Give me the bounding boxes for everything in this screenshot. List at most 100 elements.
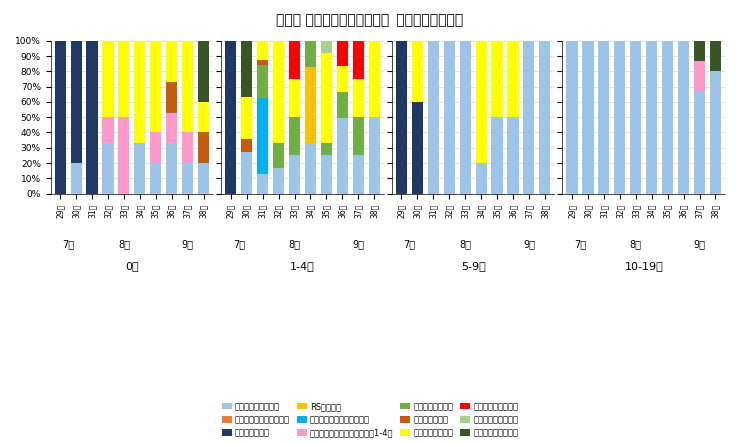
Bar xyxy=(198,102,209,133)
Bar xyxy=(337,66,348,92)
Bar xyxy=(460,41,471,194)
Bar xyxy=(337,41,348,66)
Legend: 新型コロナウイルス, インフルエンザウイルス, ライノウイルス, RSウイルス, ヒトメタニューモウイルス, パラインフルエンザウイルス1-4型, ヒトボカウイ: 新型コロナウイルス, インフルエンザウイルス, ライノウイルス, RSウイルス,… xyxy=(218,399,522,441)
Text: 10-19歳: 10-19歳 xyxy=(625,261,663,271)
Text: 8月: 8月 xyxy=(118,239,130,250)
Bar xyxy=(508,117,519,194)
Text: 0歳: 0歳 xyxy=(125,261,138,271)
Text: 8月: 8月 xyxy=(459,239,471,250)
Bar xyxy=(523,41,534,194)
Bar xyxy=(694,61,705,91)
Bar xyxy=(411,41,423,102)
Text: 7月: 7月 xyxy=(574,239,586,250)
Bar xyxy=(102,143,113,194)
Bar xyxy=(662,41,673,194)
Bar xyxy=(225,41,236,194)
Bar xyxy=(257,65,268,98)
Bar xyxy=(87,41,98,194)
Text: 7月: 7月 xyxy=(403,239,415,250)
Bar xyxy=(166,82,178,113)
Bar xyxy=(198,41,209,102)
Bar xyxy=(198,163,209,194)
Bar xyxy=(102,117,113,143)
Bar xyxy=(353,155,364,194)
Bar xyxy=(678,41,689,194)
Bar xyxy=(599,41,610,194)
Bar xyxy=(491,117,502,194)
Bar xyxy=(508,41,519,117)
Bar xyxy=(321,155,332,194)
Bar xyxy=(694,41,705,61)
Bar xyxy=(321,53,332,143)
Bar xyxy=(289,41,300,79)
Bar xyxy=(70,41,81,163)
Text: 1-4歳: 1-4歳 xyxy=(290,261,314,271)
Bar xyxy=(150,41,161,133)
Bar xyxy=(582,41,593,194)
Bar xyxy=(166,41,178,82)
Bar xyxy=(476,163,487,194)
Text: 7月: 7月 xyxy=(62,239,74,250)
Bar xyxy=(710,41,721,71)
Bar xyxy=(337,118,348,194)
Bar xyxy=(289,79,300,117)
Text: 7月: 7月 xyxy=(232,239,245,250)
Bar xyxy=(166,143,178,194)
Bar xyxy=(289,117,300,155)
Bar xyxy=(70,163,81,194)
Bar xyxy=(353,41,364,79)
Bar xyxy=(289,155,300,194)
Text: 5-9歳: 5-9歳 xyxy=(461,261,485,271)
Bar xyxy=(539,41,551,194)
Bar xyxy=(241,97,252,138)
Bar xyxy=(614,41,625,194)
Bar xyxy=(305,41,316,67)
Bar xyxy=(646,41,657,194)
Bar xyxy=(134,143,145,194)
Bar xyxy=(321,41,332,53)
Bar xyxy=(257,174,268,194)
Bar xyxy=(273,168,284,194)
Bar xyxy=(369,117,380,194)
Bar xyxy=(102,41,113,117)
Bar xyxy=(273,143,284,168)
Bar xyxy=(353,79,364,117)
Text: 8月: 8月 xyxy=(289,239,300,250)
Bar xyxy=(694,91,705,194)
Bar xyxy=(55,41,66,194)
Bar xyxy=(491,41,502,117)
Bar xyxy=(710,71,721,194)
Bar xyxy=(241,41,252,97)
Bar xyxy=(182,163,193,194)
Bar xyxy=(411,102,423,194)
Bar xyxy=(118,41,130,117)
Text: 年齢別 病原体検出割合の推移 （不検出を除く）: 年齢別 病原体検出割合の推移 （不検出を除く） xyxy=(276,13,464,27)
Text: 8月: 8月 xyxy=(630,239,642,250)
Bar xyxy=(444,41,455,194)
Bar xyxy=(166,113,178,143)
Bar xyxy=(273,41,284,143)
Text: 9月: 9月 xyxy=(523,239,535,250)
Bar xyxy=(369,41,380,117)
Bar xyxy=(241,152,252,194)
Bar xyxy=(396,41,407,194)
Bar xyxy=(150,163,161,194)
Bar xyxy=(241,138,252,152)
Bar xyxy=(182,41,193,133)
Bar xyxy=(134,41,145,143)
Bar xyxy=(305,67,316,143)
Bar xyxy=(118,117,130,194)
Text: 9月: 9月 xyxy=(181,239,194,250)
Bar xyxy=(198,133,209,163)
Bar xyxy=(428,41,439,194)
Text: 9月: 9月 xyxy=(352,239,364,250)
Bar xyxy=(337,92,348,118)
Bar xyxy=(182,133,193,163)
Bar xyxy=(321,143,332,155)
Bar xyxy=(150,133,161,163)
Bar xyxy=(353,117,364,155)
Bar xyxy=(257,98,268,174)
Bar xyxy=(476,41,487,163)
Bar xyxy=(257,60,268,65)
Bar xyxy=(257,41,268,60)
